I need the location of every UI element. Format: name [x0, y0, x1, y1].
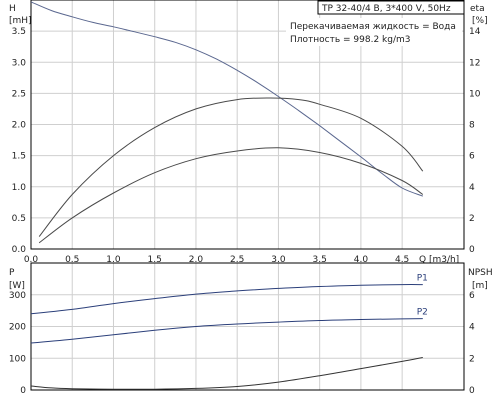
npsh-axis-unit: [m] — [472, 281, 488, 291]
y2-tick-label: 8 — [469, 121, 475, 131]
pump-header: TP 32-40/4 B, 3*400 V, 50Hz — [321, 4, 451, 14]
p-tick-label: 300 — [9, 291, 26, 301]
x-tick-label: 2.5 — [230, 255, 244, 265]
npsh-tick-label: 0 — [469, 386, 475, 396]
y2-tick-label: 4 — [469, 183, 475, 193]
p1-curve — [30, 284, 423, 315]
y-tick-label: 1.0 — [12, 183, 27, 193]
y2-tick-label: 12 — [469, 58, 480, 68]
efficiency-curve-upper — [38, 97, 424, 237]
p-tick-label: 200 — [9, 323, 26, 333]
p-tick-label: 100 — [9, 354, 26, 364]
y2-tick-label: 2 — [469, 214, 475, 224]
density-note: Плотность = 998.2 kg/m3 — [290, 35, 411, 45]
x-tick-label: 1.5 — [148, 255, 162, 265]
y2-tick-label: 10 — [469, 89, 481, 99]
y2-tick-label: 0 — [469, 245, 475, 255]
x-axis-title: Q [m3/h] — [419, 255, 459, 265]
x-tick-label: 3.0 — [271, 255, 286, 265]
p2-curve — [30, 318, 423, 344]
y-tick-label: 2.5 — [12, 89, 26, 99]
npsh-tick-label: 4 — [469, 323, 475, 333]
x-tick-label: 3.5 — [313, 255, 327, 265]
head-curve — [30, 1, 423, 197]
series-label-p1: P1 — [417, 274, 428, 284]
y-axis-unit: [mH] — [9, 16, 32, 26]
y-tick-label: 3.5 — [12, 27, 26, 37]
x-tick-label: 4.0 — [354, 255, 369, 265]
x-tick-label: 1.0 — [106, 255, 121, 265]
y-tick-label: 0.0 — [12, 245, 27, 255]
plot-frame-bottom — [30, 262, 465, 391]
x-tick-label: 0.0 — [24, 255, 39, 265]
y2-tick-label: 6 — [469, 152, 475, 162]
p-tick-label: 0 — [20, 386, 26, 396]
efficiency-curve-lower — [38, 147, 424, 244]
y2-tick-label: 14 — [469, 27, 481, 37]
npsh-tick-label: 6 — [469, 291, 475, 301]
npsh-tick-label: 2 — [469, 354, 475, 364]
y2-axis-unit: [%] — [472, 16, 488, 26]
y2-axis-title: eta — [470, 4, 485, 14]
fluid-note: Перекачиваемая жидкость = Вода — [290, 22, 456, 32]
y-tick-label: 2.0 — [12, 121, 27, 131]
plot-frame-top — [30, 0, 465, 250]
y-axis-title: H — [9, 4, 16, 14]
y-tick-label: 3.0 — [12, 58, 27, 68]
notes-box — [286, 18, 462, 46]
npsh-axis-title: NPSH — [468, 268, 493, 278]
x-tick-label: 4.5 — [395, 255, 409, 265]
y-tick-label: 0.5 — [12, 214, 26, 224]
y-tick-label: 1.5 — [12, 152, 26, 162]
x-tick-label: 2.0 — [189, 255, 204, 265]
header-box — [317, 0, 465, 15]
p-axis-title: P — [9, 268, 15, 278]
p-axis-unit: [W] — [9, 281, 25, 291]
series-label-p2: P2 — [417, 308, 428, 318]
x-tick-label: 0.5 — [65, 255, 79, 265]
npsh-curve — [30, 357, 423, 390]
